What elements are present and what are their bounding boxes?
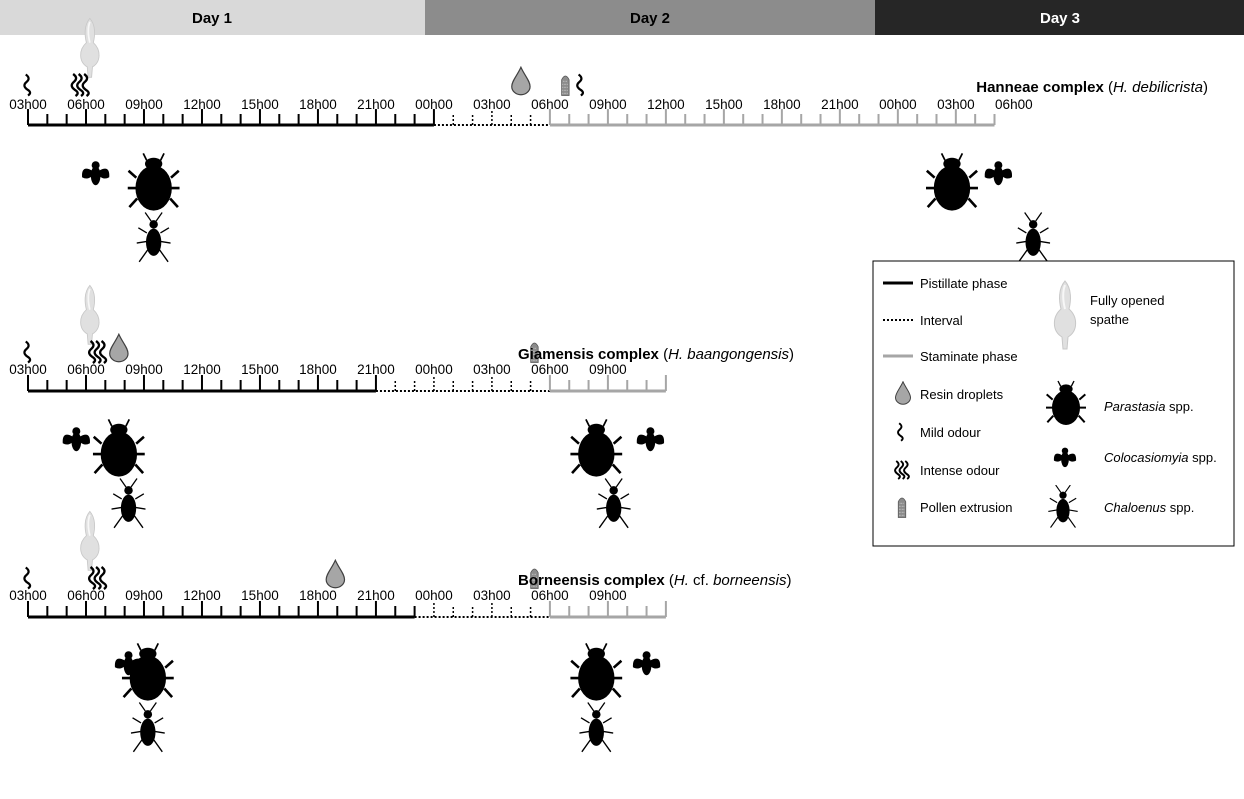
tick-label: 03h00 xyxy=(9,362,47,377)
tick-label: 15h00 xyxy=(705,97,743,112)
mild-odour-marker xyxy=(23,566,32,590)
tick-label: 18h00 xyxy=(763,97,801,112)
tick-label: 00h00 xyxy=(415,97,453,112)
colocasiomyia-silhouette xyxy=(82,161,110,186)
day-1-label: Day 1 xyxy=(192,10,232,27)
tick-label: 03h00 xyxy=(473,362,511,377)
mild-odour-marker xyxy=(576,73,585,97)
tick-label: 15h00 xyxy=(241,588,279,603)
tick-label: 06h00 xyxy=(67,588,105,603)
pollen-icon xyxy=(897,497,907,518)
legend-spathe-label-1: Fully opened xyxy=(1090,293,1164,308)
resin-marker xyxy=(325,559,346,589)
tick-label: 06h00 xyxy=(531,362,569,377)
parastasia-silhouette xyxy=(570,418,623,478)
row-title-giamensis: Giamensis complex (H. baangongensis) xyxy=(518,346,794,363)
chaloenus-silhouette xyxy=(136,212,171,263)
tick-label: 03h00 xyxy=(937,97,975,112)
tick-label: 06h00 xyxy=(531,97,569,112)
intense-odour-marker xyxy=(70,73,90,97)
chaloenus-silhouette xyxy=(579,702,614,753)
tick-label: 09h00 xyxy=(589,97,627,112)
tick-label: 12h00 xyxy=(183,588,221,603)
parastasia-silhouette xyxy=(127,152,180,212)
legend-interval-label: Interval xyxy=(920,313,963,328)
legend-parastasia-label: Parastasia spp. xyxy=(1104,399,1194,414)
tick-label: 06h00 xyxy=(67,362,105,377)
tick-label: 21h00 xyxy=(357,362,395,377)
row-title-hanneae: Hanneae complex (H. debilicrista) xyxy=(976,79,1208,96)
legend: Pistillate phase Interval Staminate phas… xyxy=(872,260,1235,547)
tick-label: 06h00 xyxy=(995,97,1033,112)
day-1-band xyxy=(0,0,425,35)
legend-staminate-label: Staminate phase xyxy=(920,349,1018,364)
tick-label: 03h00 xyxy=(9,588,47,603)
tick-label: 18h00 xyxy=(299,362,337,377)
legend-chaloenus-label: Chaloenus spp. xyxy=(1104,500,1194,515)
tick-label: 06h00 xyxy=(531,588,569,603)
legend-pollen-label: Pollen extrusion xyxy=(920,500,1013,515)
timeline-row-borneensis: 03h00 06h00 09h00 12h00 15h00 18h00 21h00 00h00… xyxy=(9,510,667,753)
tick-label: 09h00 xyxy=(125,362,163,377)
tick-label: 18h00 xyxy=(299,588,337,603)
legend-pistillate-label: Pistillate phase xyxy=(920,276,1007,291)
chaloenus-silhouette xyxy=(1016,212,1051,263)
day-2-label: Day 2 xyxy=(630,10,670,27)
spathe-marker xyxy=(79,284,100,345)
tick-label: 09h00 xyxy=(125,588,163,603)
tick-label: 09h00 xyxy=(589,588,627,603)
resin-marker xyxy=(109,333,129,363)
day-2-band xyxy=(425,0,875,35)
tick-label: 21h00 xyxy=(357,588,395,603)
chaloenus-silhouette xyxy=(111,478,146,529)
mild-odour-marker xyxy=(23,340,32,364)
tick-label: 09h00 xyxy=(589,362,627,377)
tick-label: 06h00 xyxy=(67,97,105,112)
tick-label: 18h00 xyxy=(299,97,337,112)
tick-label: 12h00 xyxy=(647,97,685,112)
tick-label: 00h00 xyxy=(415,362,453,377)
colocasiomyia-silhouette xyxy=(62,427,90,452)
parastasia-silhouette xyxy=(570,642,623,702)
tick-label: 15h00 xyxy=(241,362,279,377)
tick-label: 03h00 xyxy=(473,588,511,603)
legend-colocasiomyia-label: Colocasiomyia spp. xyxy=(1104,450,1217,465)
day-3-label: Day 3 xyxy=(1040,10,1080,27)
mild-odour-marker xyxy=(23,73,32,97)
tick-label: 21h00 xyxy=(821,97,859,112)
tick-label: 15h00 xyxy=(241,97,279,112)
legend-resin-label: Resin droplets xyxy=(920,387,1004,402)
pollen-marker xyxy=(561,75,570,96)
tick-label: 03h00 xyxy=(9,97,47,112)
timeline-row-giamensis: 03h00 06h00 09h00 12h00 15h00 18h00 21h00 00h00… xyxy=(9,284,667,529)
day-header: Day 1 Day 2 Day 3 xyxy=(0,0,1244,35)
colocasiomyia-silhouette xyxy=(984,161,1013,186)
legend-spathe-label-2: spathe xyxy=(1090,312,1129,327)
parastasia-silhouette xyxy=(92,418,145,478)
resin-marker xyxy=(511,66,531,96)
tick-label: 00h00 xyxy=(879,97,917,112)
colocasiomyia-silhouette xyxy=(636,427,665,452)
tick-label: 21h00 xyxy=(357,97,395,112)
row-title-borneensis: Borneensis complex (H. cf. borneensis) xyxy=(518,572,791,589)
day-3-band xyxy=(875,0,1244,35)
legend-intense-label: Intense odour xyxy=(920,463,1000,478)
spathe-marker xyxy=(79,510,100,571)
chaloenus-silhouette xyxy=(596,478,631,529)
legend-mild-label: Mild odour xyxy=(920,425,981,440)
tick-label: 09h00 xyxy=(125,97,163,112)
tick-label: 00h00 xyxy=(415,588,453,603)
chaloenus-silhouette xyxy=(130,702,165,753)
tick-label: 12h00 xyxy=(183,97,221,112)
parastasia-silhouette xyxy=(925,152,978,212)
tick-label: 03h00 xyxy=(473,97,511,112)
tick-label: 12h00 xyxy=(183,362,221,377)
timeline-row-hanneae: 03h00 06h00 09h00 12h00 15h00 18h00 21h00 00h00… xyxy=(9,17,1051,263)
colocasiomyia-silhouette xyxy=(632,651,661,676)
